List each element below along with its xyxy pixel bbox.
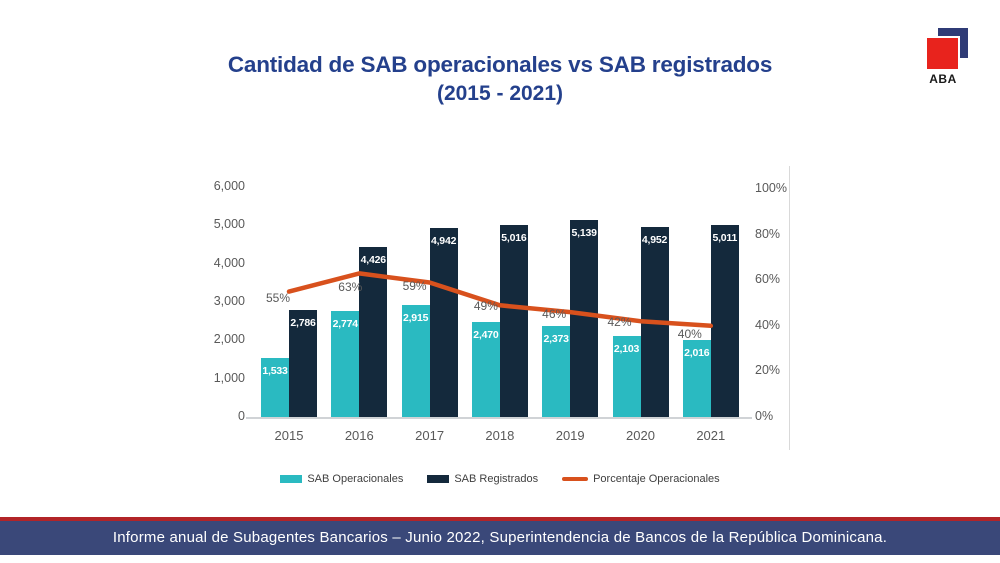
bar-sab-registrados bbox=[499, 224, 528, 417]
footer-source-bar: Informe anual de Subagentes Bancarios – … bbox=[0, 521, 1000, 555]
x-axis-label: 2016 bbox=[344, 428, 374, 443]
legend-label: SAB Operacionales bbox=[307, 473, 404, 485]
aba-logo-text: ABA bbox=[929, 72, 957, 86]
percent-point-label: 46% bbox=[542, 307, 567, 322]
bar-sab-operacionales bbox=[542, 326, 571, 417]
bar-value-label: 2,103 bbox=[613, 343, 640, 356]
percent-point-label: 55% bbox=[265, 290, 291, 305]
bar-sab-operacionales bbox=[401, 305, 430, 417]
right-axis-tick: 20% bbox=[755, 363, 781, 378]
right-axis-tick: 80% bbox=[755, 226, 781, 241]
x-axis-label: 2017 bbox=[415, 428, 445, 443]
left-axis-tick: 4,000 bbox=[213, 255, 245, 270]
bar-value-label: 5,139 bbox=[571, 227, 597, 239]
right-axis-tick: 0% bbox=[755, 409, 774, 423]
chart-legend: SAB Operacionales SAB Registrados Porcenta… bbox=[0, 473, 1000, 485]
x-axis-line bbox=[246, 417, 752, 419]
bar-sab-operacionales bbox=[682, 339, 711, 417]
percent-point-label: 42% bbox=[607, 315, 632, 330]
bar-value-label: 2,915 bbox=[402, 312, 429, 325]
bar-value-label: 2,016 bbox=[684, 346, 710, 359]
percent-point-label: 59% bbox=[402, 279, 427, 294]
bar-value-label: 5,011 bbox=[712, 231, 738, 244]
legend-label: SAB Registrados bbox=[454, 473, 539, 485]
left-axis-tick: 1,000 bbox=[213, 370, 245, 385]
title-line-2: (2015 - 2021) bbox=[436, 82, 564, 105]
percent-point-label: 63% bbox=[338, 280, 363, 295]
x-axis-label: 2019 bbox=[555, 428, 585, 443]
bar-sab-operacionales bbox=[471, 322, 500, 417]
legend-swatch-sab-operacionales bbox=[280, 475, 303, 483]
legend-swatch-sab-registrados bbox=[427, 475, 450, 483]
bar-sab-registrados bbox=[570, 220, 599, 417]
x-axis-label: 2020 bbox=[626, 428, 655, 443]
legend-item: SAB Registrados bbox=[427, 473, 538, 485]
bar-sab-registrados bbox=[429, 227, 458, 417]
bar-value-label: 2,786 bbox=[290, 317, 316, 330]
right-axis-tick: 40% bbox=[755, 317, 781, 332]
left-axis-tick: 0 bbox=[238, 409, 245, 423]
bar-value-label: 4,426 bbox=[360, 254, 386, 267]
bar-sab-operacionales bbox=[261, 358, 289, 417]
title-line-1: Cantidad de SAB operacionales vs SAB reg… bbox=[227, 52, 773, 77]
percent-point-label: 40% bbox=[677, 326, 702, 341]
legend-label: Porcentaje Operacionales bbox=[593, 473, 720, 485]
x-axis-label: 2018 bbox=[485, 428, 515, 443]
right-axis-tick: 100% bbox=[755, 181, 787, 195]
legend-swatch-porcentaje-operacionales bbox=[562, 477, 589, 481]
left-axis-tick: 5,000 bbox=[213, 217, 245, 232]
percent-point-label: 49% bbox=[473, 299, 498, 314]
legend-item: Porcentaje Operacionales bbox=[562, 473, 720, 485]
bar-value-label: 1,533 bbox=[262, 365, 288, 378]
bar-value-label: 4,952 bbox=[641, 234, 668, 247]
x-axis-label: 2015 bbox=[274, 428, 304, 443]
bar-value-label: 2,774 bbox=[332, 317, 358, 330]
legend-item: SAB Operacionales bbox=[280, 473, 403, 485]
aba-logo: ABA bbox=[921, 26, 973, 88]
bar-sab-registrados bbox=[289, 310, 317, 417]
bar-sab-operacionales bbox=[612, 336, 641, 417]
bar-sab-registrados bbox=[710, 224, 739, 417]
footer-accent-stripe bbox=[0, 517, 1000, 521]
left-axis-tick: 2,000 bbox=[213, 332, 245, 347]
bar-value-label: 5,016 bbox=[501, 231, 527, 244]
right-axis-tick: 60% bbox=[755, 272, 781, 287]
bar-sab-operacionales bbox=[331, 310, 360, 417]
chart-right-border bbox=[789, 166, 790, 450]
bar-value-label: 2,470 bbox=[473, 329, 499, 342]
aba-logo-icon bbox=[927, 28, 968, 69]
left-axis-tick: 3,000 bbox=[213, 294, 245, 308]
bar-value-label: 2,373 bbox=[543, 333, 569, 346]
bar-value-label: 4,942 bbox=[430, 234, 457, 247]
x-axis-label: 2021 bbox=[696, 428, 726, 443]
left-axis-tick: 6,000 bbox=[213, 179, 245, 193]
footer-source-text: Informe anual de Subagentes Bancarios – … bbox=[112, 529, 888, 546]
chart-title: Cantidad de SAB operacionales vs SAB reg… bbox=[0, 52, 1000, 106]
